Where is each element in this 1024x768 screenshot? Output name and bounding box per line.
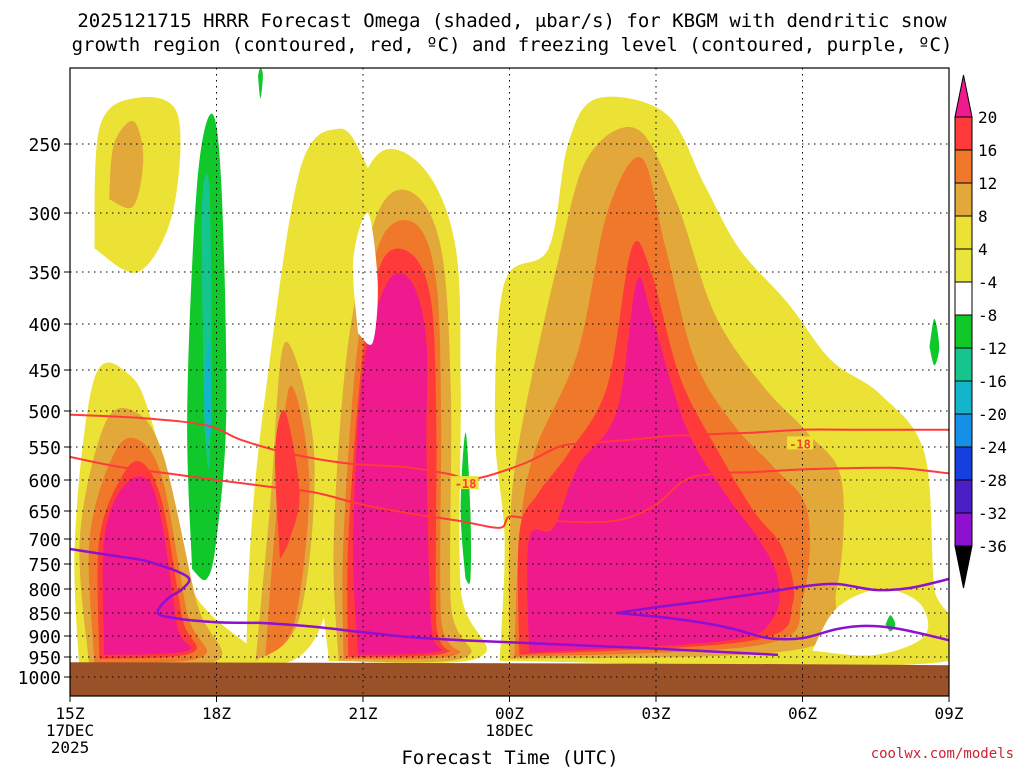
dgz-label-bg — [452, 476, 479, 490]
y-tick-label: 1000 — [18, 668, 61, 689]
colorbar-swatch — [954, 215, 973, 250]
colorbar-swatch — [954, 413, 973, 448]
x-tick-label: 00Z — [495, 704, 524, 723]
colorbar-swatch — [954, 149, 973, 184]
y-tick-label: 700 — [28, 530, 61, 551]
colorbar-swatch — [954, 314, 973, 349]
omega-cell-29 — [204, 341, 212, 440]
colorbar-swatch — [954, 347, 973, 382]
omega-cell-26 — [929, 318, 940, 366]
omega-cell-21 — [352, 212, 378, 345]
colorbar: 20 16 12 8 4 -4 -8 -12 -16 -20 -24 -28 -32 -36 — [954, 74, 1007, 589]
colorbar-bottom-arrow — [954, 545, 973, 589]
dgz-contour-label: -18 — [455, 477, 477, 491]
y-tick-label: 800 — [28, 580, 61, 601]
y-tick-label: 950 — [28, 648, 61, 669]
colorbar-swatch — [954, 380, 973, 415]
y-tick-label: 350 — [28, 263, 61, 284]
y-tick-label: 550 — [28, 438, 61, 459]
y-tick-label: 500 — [28, 402, 61, 423]
terrain-fill — [70, 662, 949, 696]
omega-cell-6 — [109, 120, 144, 209]
y-tick-label: 250 — [28, 135, 61, 156]
x-tick-date: 17DEC — [46, 721, 94, 740]
colorbar-swatch — [954, 446, 973, 481]
y-tick-label: 900 — [28, 627, 61, 648]
x-tick-label: 06Z — [788, 704, 817, 723]
dgz-label-bg — [787, 436, 814, 450]
omega-cell-19 — [353, 273, 446, 655]
colorbar-label: 8 — [978, 207, 988, 226]
source-credit: coolwx.com/models — [870, 746, 1014, 762]
colorbar-label: 16 — [978, 141, 997, 160]
y-tick-label: 650 — [28, 502, 61, 523]
colorbar-swatch — [954, 281, 973, 316]
y-tick-label: 300 — [28, 204, 61, 225]
colorbar-swatch — [954, 512, 973, 547]
colorbar-swatch — [954, 182, 973, 217]
colorbar-label: -24 — [978, 438, 1007, 457]
omega-cell-25 — [460, 432, 471, 585]
colorbar-label: -4 — [978, 273, 997, 292]
dgz-contour-label: -18 — [789, 437, 811, 451]
colorbar-label: -28 — [978, 471, 1007, 490]
colorbar-top-arrow — [954, 74, 973, 118]
x-tick-label: 03Z — [642, 704, 671, 723]
x-tick-label: 15Z — [56, 704, 85, 723]
colorbar-label: -32 — [978, 504, 1007, 523]
y-tick-label: 850 — [28, 604, 61, 625]
colorbar-label: -36 — [978, 537, 1007, 556]
y-tick-label: 400 — [28, 315, 61, 336]
freezing-level-0C-upper — [70, 547, 779, 657]
omega-cell-20 — [527, 277, 780, 653]
chart-title-line-1: 2025121715 HRRR Forecast Omega (shaded, … — [77, 10, 947, 32]
colorbar-swatch — [954, 479, 973, 514]
freezing-level-0C-lower — [616, 577, 949, 615]
x-tick-label: 09Z — [935, 704, 964, 723]
x-axis-label: Forecast Time (UTC) — [401, 747, 618, 768]
chart-title-line-2: growth region (contoured, red, ºC) and f… — [71, 34, 953, 56]
colorbar-label: -8 — [978, 306, 997, 325]
colorbar-label: 20 — [978, 108, 997, 127]
x-tick-label: 18Z — [202, 704, 231, 723]
colorbar-label: -12 — [978, 339, 1007, 358]
dgz-contour--12C — [70, 413, 949, 481]
colorbar-label: 12 — [978, 174, 997, 193]
colorbar-swatch — [954, 116, 973, 151]
y-tick-label: 450 — [28, 361, 61, 382]
x-tick-label: 21Z — [349, 704, 378, 723]
omega-cell-24 — [258, 68, 263, 99]
colorbar-label: -20 — [978, 405, 1007, 424]
omega-cell-22 — [812, 588, 929, 656]
colorbar-label: 4 — [978, 240, 988, 259]
freezing-level-0C-loop — [616, 611, 949, 642]
colorbar-swatch — [954, 248, 973, 283]
x-tick-year: 2025 — [51, 738, 90, 757]
colorbar-label: -16 — [978, 372, 1007, 391]
omega-cell-18 — [102, 476, 192, 655]
x-tick-date: 18DEC — [485, 721, 533, 740]
y-tick-label: 750 — [28, 555, 61, 576]
y-tick-label: 600 — [28, 471, 61, 492]
dgz-contour--18C — [70, 455, 949, 529]
